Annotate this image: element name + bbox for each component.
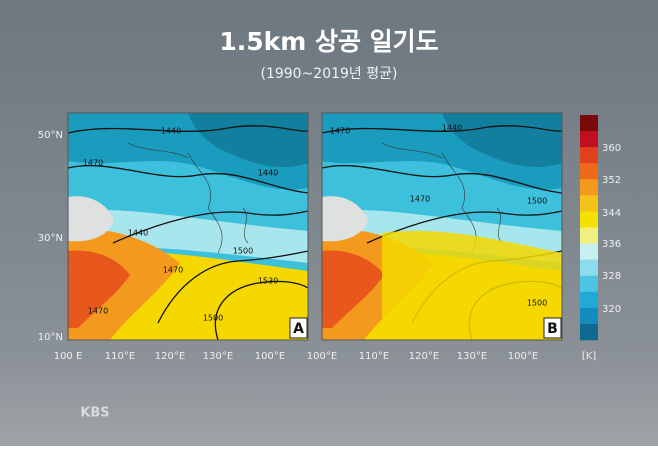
lon-label: 110°E	[359, 351, 389, 362]
lon-label: 120°E	[409, 351, 439, 362]
colorbar-band	[580, 147, 598, 164]
map-b: 1470 1440 1470 1500 1500 B	[322, 113, 562, 340]
colorbar-band	[580, 323, 598, 341]
lon-label: 130°E	[203, 351, 233, 362]
panel-label: B	[547, 321, 558, 337]
contour-label: 1500	[527, 197, 547, 206]
colorbar-band	[580, 211, 598, 228]
colorbar-label: 320	[602, 304, 621, 315]
colorbar-band	[580, 275, 598, 293]
lat-label: 10°N	[38, 332, 63, 343]
contour-label: 1470	[163, 266, 183, 275]
lon-label: 120°E	[155, 351, 185, 362]
colorbar-band	[580, 307, 598, 325]
logo: KBS	[80, 406, 109, 421]
colorbar-label: 352	[602, 175, 621, 186]
colorbar-band	[580, 259, 598, 277]
lon-label: 110°E	[105, 351, 135, 362]
colorbar-label: 336	[602, 239, 621, 250]
colorbar-band	[580, 115, 598, 132]
lon-label: 100°E	[508, 351, 538, 362]
contour-label: 1500	[233, 247, 253, 256]
colorbar-band	[580, 227, 598, 244]
contour-label: 1500	[203, 314, 223, 323]
contour-label: 1440	[128, 229, 148, 238]
lon-label: 100°E	[255, 351, 285, 362]
lon-label: 130°E	[457, 351, 487, 362]
contour-label: 1470	[88, 307, 108, 316]
panel-label: A	[293, 321, 304, 337]
colorbar-band	[580, 243, 598, 260]
title: 1.5km 상공 일기도	[219, 27, 438, 56]
contour-label: 1470	[83, 159, 103, 168]
colorbar-label: 360	[602, 143, 621, 154]
colorbar-band	[580, 131, 598, 148]
colorbar-band	[580, 179, 598, 196]
contour-label: 1440	[442, 124, 462, 133]
colorbar-band	[580, 195, 598, 212]
subtitle: (1990~2019년 평균)	[260, 66, 397, 82]
colorbar-band	[580, 163, 598, 180]
colorbar-label: 328	[602, 271, 621, 282]
contour-label: 1470	[330, 127, 350, 136]
colorbar-unit: [K]	[582, 351, 596, 362]
map-a: 1440 1440 1470 1440 1470 1500 1530 1500 …	[68, 113, 308, 340]
contour-label: 1440	[258, 169, 278, 178]
colorbar: 360 352 344 336 328 320 [K]	[580, 115, 621, 362]
lat-label: 50°N	[38, 130, 63, 141]
colorbar-band	[580, 291, 598, 309]
contour-label: 1500	[527, 299, 547, 308]
lon-labels: 100 E 110°E 120°E 130°E 100°E 100°E 110°E 120°E…	[54, 351, 539, 362]
lon-label: 100°E	[307, 351, 337, 362]
lon-label: 100 E	[54, 351, 83, 362]
colorbar-label: 344	[602, 208, 621, 219]
contour-label: 1470	[410, 195, 430, 204]
lat-label: 30°N	[38, 233, 63, 244]
contour-label: 1440	[161, 127, 181, 136]
contour-label: 1530	[258, 277, 278, 286]
